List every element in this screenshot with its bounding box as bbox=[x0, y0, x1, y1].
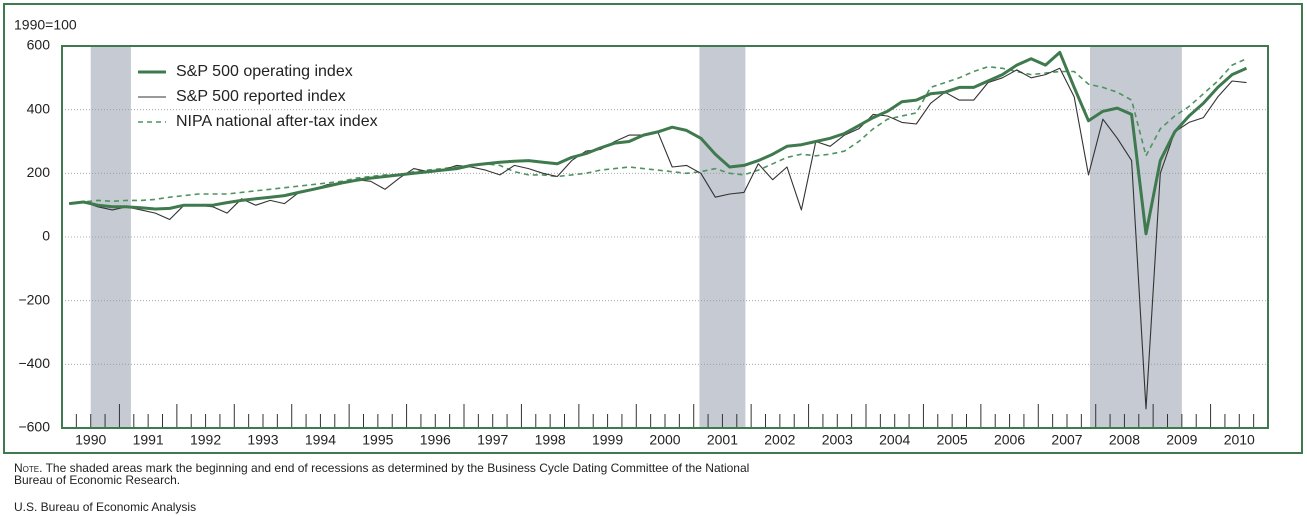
note-text: The shaded areas mark the beginning and … bbox=[14, 461, 750, 487]
x-tick-label: 2010 bbox=[1224, 432, 1255, 448]
y-axis-label: 1990=100 bbox=[14, 17, 77, 33]
x-tick-label: 1994 bbox=[305, 432, 336, 448]
x-tick-label: 1992 bbox=[190, 432, 221, 448]
y-tick-label: −400 bbox=[18, 355, 50, 371]
y-tick-label: 0 bbox=[42, 228, 50, 244]
x-tick-label: 2004 bbox=[879, 432, 910, 448]
x-tick-label: 1995 bbox=[362, 432, 393, 448]
x-tick-label: 2000 bbox=[649, 432, 680, 448]
x-tick-label: 2007 bbox=[1051, 432, 1082, 448]
y-tick-label: −600 bbox=[18, 419, 50, 435]
y-tick-label: −200 bbox=[18, 291, 50, 307]
x-tick-label: 2006 bbox=[994, 432, 1025, 448]
x-tick-label: 2003 bbox=[822, 432, 853, 448]
y-tick-label: 400 bbox=[27, 100, 51, 116]
x-tick-label: 1991 bbox=[133, 432, 164, 448]
x-tick-label: 2009 bbox=[1166, 432, 1197, 448]
x-tick-label: 1996 bbox=[420, 432, 451, 448]
x-tick-label: 2002 bbox=[764, 432, 795, 448]
x-tick-label: 2005 bbox=[937, 432, 968, 448]
y-tick-label: 600 bbox=[27, 37, 51, 53]
x-tick-label: 2001 bbox=[707, 432, 738, 448]
x-tick-label: 1990 bbox=[75, 432, 106, 448]
x-tick-label: 1999 bbox=[592, 432, 623, 448]
x-tick-label: 1998 bbox=[535, 432, 566, 448]
source: U.S. Bureau of Economic Analysis bbox=[14, 500, 197, 514]
legend-label: S&P 500 operating index bbox=[176, 63, 353, 80]
legend-label: NIPA national after-tax index bbox=[176, 113, 378, 130]
x-tick-label: 1993 bbox=[247, 432, 278, 448]
y-tick-label: 200 bbox=[27, 164, 51, 180]
plot-border bbox=[61, 45, 1269, 429]
note: Note. The shaded areas mark the beginnin… bbox=[14, 462, 774, 486]
series-line bbox=[69, 50, 1248, 236]
x-tick-label: 1997 bbox=[477, 432, 508, 448]
legend-label: S&P 500 reported index bbox=[176, 88, 346, 105]
x-tick-label: 2008 bbox=[1109, 432, 1140, 448]
note-label: Note. bbox=[14, 461, 43, 475]
frame bbox=[3, 3, 1303, 454]
